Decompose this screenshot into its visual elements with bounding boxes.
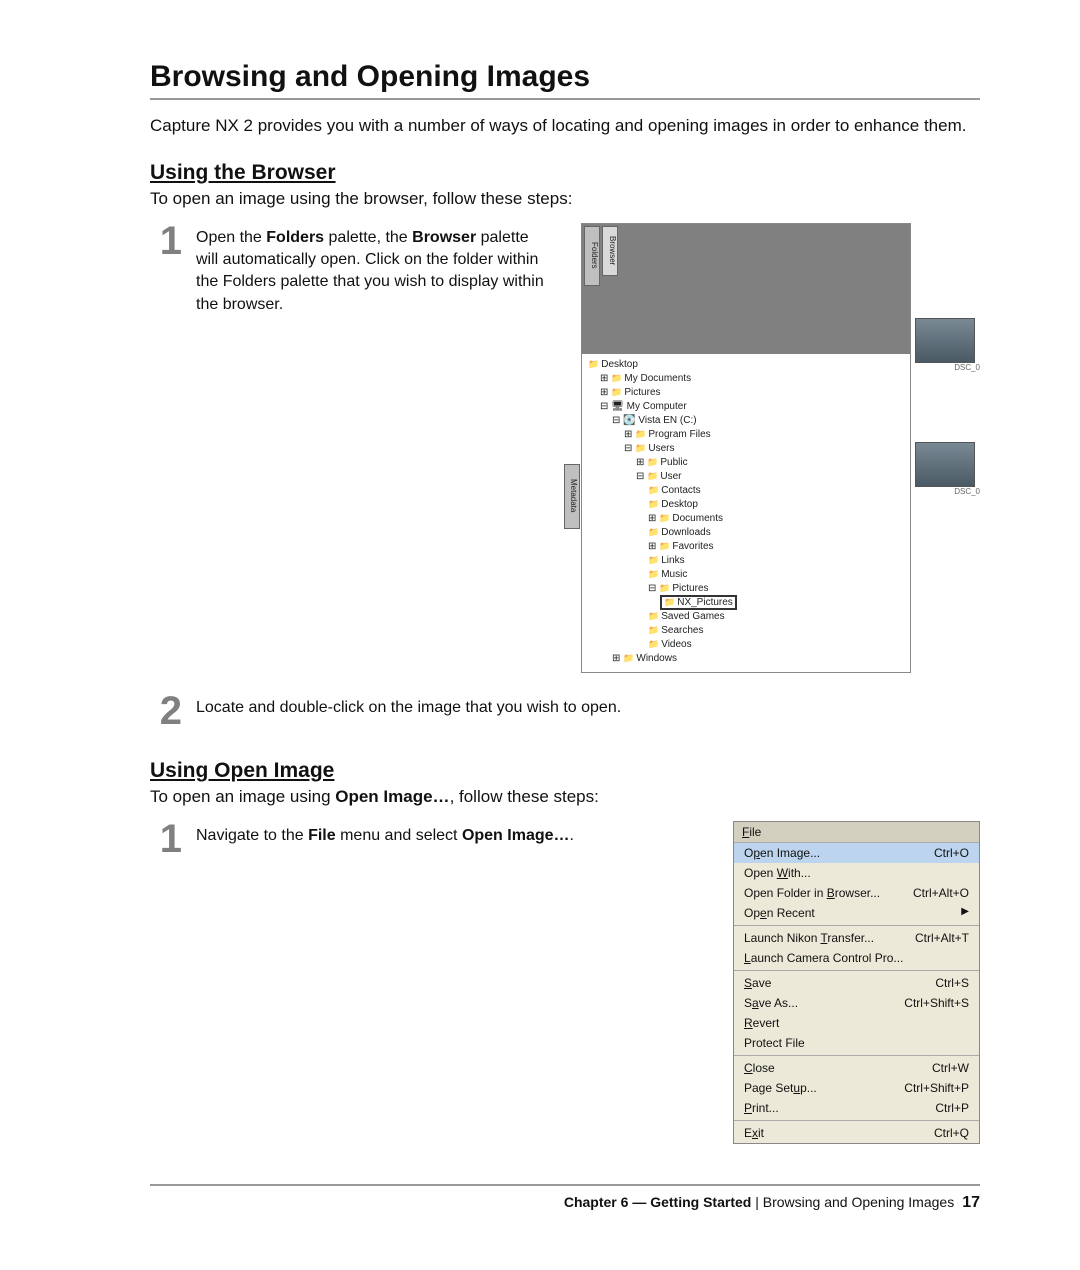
menu-item[interactable]: CloseCtrl+W [734, 1058, 979, 1078]
step-number: 1 [150, 223, 182, 317]
tree-node[interactable]: Contacts [661, 485, 700, 496]
intro-text: Capture NX 2 provides you with a number … [150, 114, 980, 139]
section-intro: To open an image using Open Image…, foll… [150, 787, 980, 807]
t: palette, the [324, 229, 412, 246]
tree-node[interactable]: Pictures [672, 583, 708, 594]
tree-node[interactable]: Program Files [648, 429, 710, 440]
t: Open Image… [335, 787, 449, 806]
folders-palette-mock: Folders Browser Metadata Desktop ⊞ My Do… [581, 223, 980, 673]
menu-separator [734, 1120, 979, 1121]
thumb-label: DSC_0 [915, 363, 980, 372]
menu-title[interactable]: File [734, 822, 979, 843]
tree-node[interactable]: Music [661, 569, 687, 580]
t: Open the [196, 229, 266, 246]
horizontal-rule [150, 98, 980, 100]
tree-node[interactable]: Windows [636, 653, 677, 664]
folders-tab[interactable]: Folders [584, 226, 600, 286]
tree-node[interactable]: Searches [661, 625, 703, 636]
tree-node[interactable]: Downloads [661, 527, 710, 538]
tree-node[interactable]: Documents [672, 513, 723, 524]
thumbnail[interactable] [915, 318, 975, 363]
footer-section: Browsing and Opening Images [763, 1194, 954, 1210]
tree-node[interactable]: Videos [661, 639, 691, 650]
thumbnail-strip: DSC_0 DSC_0 [915, 223, 980, 673]
tree-node[interactable]: Vista EN (C:) [638, 415, 696, 426]
tree-node[interactable]: Desktop [601, 359, 638, 370]
browser-tab[interactable]: Browser [602, 226, 618, 276]
menu-item[interactable]: Print...Ctrl+P [734, 1098, 979, 1118]
menu-separator [734, 1055, 979, 1056]
menu-item[interactable]: Protect File [734, 1033, 979, 1053]
step-text: Navigate to the File menu and select Ope… [196, 821, 574, 857]
menu-item[interactable]: SaveCtrl+S [734, 973, 979, 993]
step-number: 1 [150, 821, 182, 857]
menu-separator [734, 970, 979, 971]
menu-item[interactable]: Save As...Ctrl+Shift+S [734, 993, 979, 1013]
t: | [751, 1194, 762, 1210]
t: Navigate to the [196, 827, 308, 844]
step-2: 2 Locate and double-click on the image t… [150, 693, 980, 729]
tree-node[interactable]: My Documents [624, 373, 691, 384]
step-text: Locate and double-click on the image tha… [196, 693, 621, 729]
tree-node[interactable]: Favorites [672, 541, 713, 552]
thumb-label: DSC_0 [915, 487, 980, 496]
step-1-open: 1 Navigate to the File menu and select O… [150, 821, 703, 857]
t: Browser [412, 229, 476, 246]
t: , follow these steps: [450, 787, 599, 806]
section-heading-open-image: Using Open Image [150, 759, 980, 783]
page-footer: Chapter 6 — Getting Started | Browsing a… [150, 1184, 980, 1212]
t: Open Image… [462, 827, 570, 844]
menu-separator [734, 925, 979, 926]
section-heading-browser: Using the Browser [150, 161, 980, 185]
t: menu and select [336, 827, 462, 844]
menu-item[interactable]: Open With... [734, 863, 979, 883]
menu-item[interactable]: ExitCtrl+Q [734, 1123, 979, 1143]
tree-node[interactable]: Saved Games [661, 611, 724, 622]
footer-chapter: Chapter 6 — Getting Started [564, 1194, 751, 1210]
step-number: 2 [150, 693, 182, 729]
tree-node-selected[interactable]: NX_Pictures [677, 597, 733, 608]
t: Folders [266, 229, 324, 246]
menu-item[interactable]: Open Folder in Browser...Ctrl+Alt+O [734, 883, 979, 903]
tree-node[interactable]: Links [661, 555, 684, 566]
menu-item[interactable]: Open Image...Ctrl+O [734, 843, 979, 863]
tree-node[interactable]: Public [660, 457, 687, 468]
thumbnail[interactable] [915, 442, 975, 487]
tree-node[interactable]: User [660, 471, 681, 482]
folder-tree[interactable]: Metadata Desktop ⊞ My Documents ⊞ Pictur… [582, 354, 910, 672]
metadata-tab[interactable]: Metadata [564, 464, 580, 529]
section-intro: To open an image using the browser, foll… [150, 189, 980, 209]
tree-node[interactable]: Desktop [661, 499, 698, 510]
step-text: Open the Folders palette, the Browser pa… [196, 223, 551, 317]
tree-node[interactable]: My Computer [627, 401, 687, 412]
t: File [308, 827, 336, 844]
page-title: Browsing and Opening Images [150, 60, 980, 94]
page-number: 17 [962, 1194, 980, 1211]
menu-item[interactable]: Open Recent▶ [734, 903, 979, 923]
tree-node[interactable]: Users [648, 443, 674, 454]
menu-item[interactable]: Launch Camera Control Pro... [734, 948, 979, 968]
t: . [570, 827, 574, 844]
t: To open an image using [150, 787, 335, 806]
tree-node[interactable]: Pictures [624, 387, 660, 398]
file-menu: File Open Image...Ctrl+OOpen With...Open… [733, 821, 980, 1144]
step-1: 1 Open the Folders palette, the Browser … [150, 223, 551, 317]
menu-item[interactable]: Page Setup...Ctrl+Shift+P [734, 1078, 979, 1098]
menu-item[interactable]: Revert [734, 1013, 979, 1033]
menu-item[interactable]: Launch Nikon Transfer...Ctrl+Alt+T [734, 928, 979, 948]
